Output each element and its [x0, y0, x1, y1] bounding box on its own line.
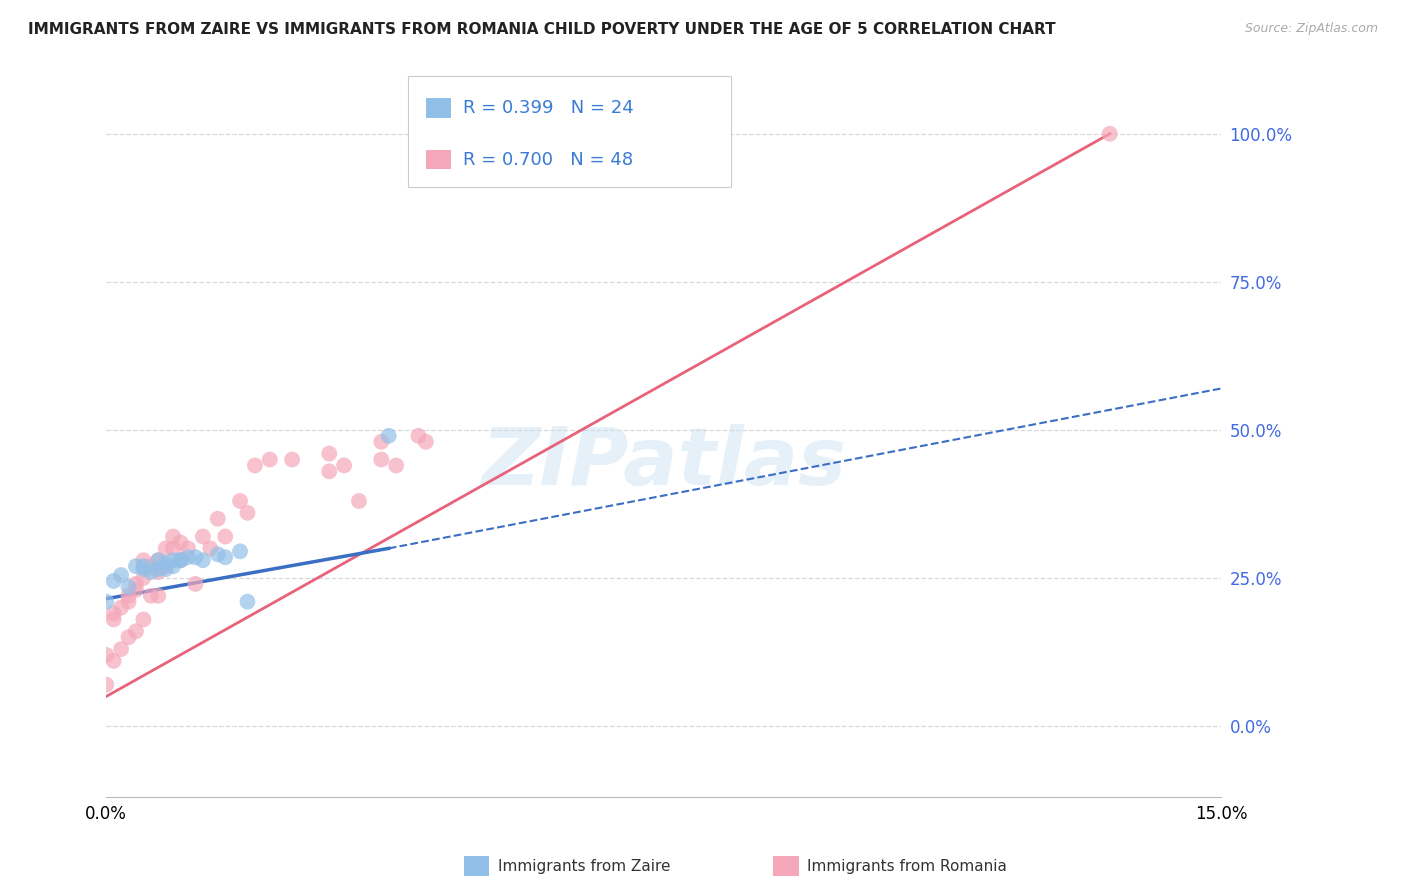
Point	[148, 565, 170, 579]
Point	[177, 541, 200, 556]
Point	[117, 630, 139, 644]
Point	[148, 553, 170, 567]
Point	[117, 589, 139, 603]
Point	[236, 595, 259, 609]
Point	[103, 612, 125, 626]
Point	[177, 550, 200, 565]
Point	[207, 547, 229, 561]
Point	[1098, 127, 1121, 141]
Point	[132, 553, 155, 567]
Text: Immigrants from Romania: Immigrants from Romania	[807, 859, 1007, 873]
Point	[103, 607, 125, 621]
Point	[318, 464, 340, 478]
Point	[110, 642, 132, 657]
Point	[155, 562, 177, 576]
Point	[117, 595, 139, 609]
Point	[184, 550, 207, 565]
Point	[125, 577, 148, 591]
Point	[191, 553, 214, 567]
Point	[139, 589, 162, 603]
Point	[155, 556, 177, 570]
Point	[318, 447, 340, 461]
Point	[281, 452, 304, 467]
Point	[214, 550, 236, 565]
Text: R = 0.700   N = 48: R = 0.700 N = 48	[463, 151, 633, 169]
Point	[229, 494, 252, 508]
Point	[110, 600, 132, 615]
Point	[333, 458, 356, 473]
Point	[191, 529, 214, 543]
Point	[96, 677, 118, 691]
Point	[243, 458, 266, 473]
Point	[236, 506, 259, 520]
Point	[155, 541, 177, 556]
Point	[229, 544, 252, 558]
Point	[139, 565, 162, 579]
Point	[139, 559, 162, 574]
Text: ZIPatlas: ZIPatlas	[481, 424, 846, 502]
Point	[214, 529, 236, 543]
Point	[132, 562, 155, 576]
Point	[169, 553, 191, 567]
Point	[148, 562, 170, 576]
Point	[259, 452, 281, 467]
Point	[125, 582, 148, 597]
Point	[184, 577, 207, 591]
Point	[408, 429, 430, 443]
Point	[117, 580, 139, 594]
Text: IMMIGRANTS FROM ZAIRE VS IMMIGRANTS FROM ROMANIA CHILD POVERTY UNDER THE AGE OF : IMMIGRANTS FROM ZAIRE VS IMMIGRANTS FROM…	[28, 22, 1056, 37]
Point	[162, 529, 184, 543]
Point	[103, 574, 125, 588]
Point	[169, 535, 191, 549]
Text: R = 0.399   N = 24: R = 0.399 N = 24	[463, 99, 633, 117]
Point	[162, 541, 184, 556]
Point	[132, 612, 155, 626]
Point	[162, 559, 184, 574]
Point	[96, 648, 118, 662]
Point	[385, 458, 408, 473]
Point	[110, 568, 132, 582]
Point	[162, 553, 184, 567]
Point	[169, 553, 191, 567]
Text: Source: ZipAtlas.com: Source: ZipAtlas.com	[1244, 22, 1378, 36]
Point	[96, 595, 118, 609]
Point	[103, 654, 125, 668]
Text: Immigrants from Zaire: Immigrants from Zaire	[498, 859, 671, 873]
Point	[200, 541, 222, 556]
Point	[347, 494, 370, 508]
Point	[132, 559, 155, 574]
Point	[370, 452, 392, 467]
Point	[148, 553, 170, 567]
Point	[169, 553, 191, 567]
Point	[132, 571, 155, 585]
Point	[415, 434, 437, 449]
Point	[125, 624, 148, 639]
Point	[377, 429, 399, 443]
Point	[125, 559, 148, 574]
Point	[370, 434, 392, 449]
Point	[148, 589, 170, 603]
Point	[155, 559, 177, 574]
Point	[207, 512, 229, 526]
